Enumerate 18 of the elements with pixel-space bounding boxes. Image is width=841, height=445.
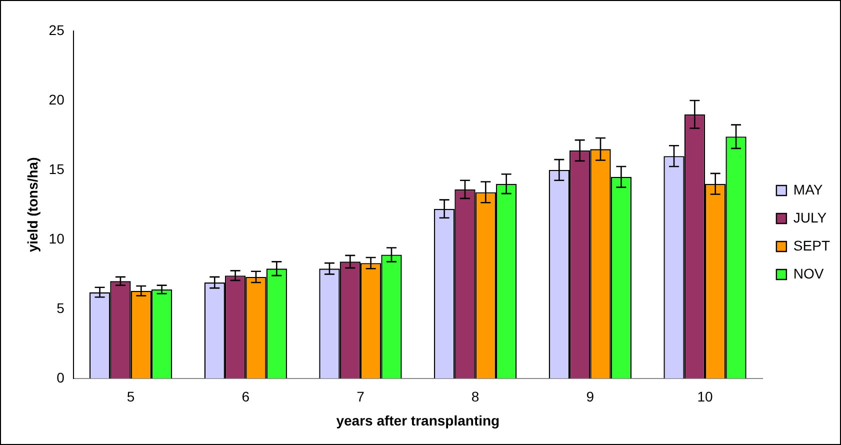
x-tick-label: 10 — [697, 388, 714, 405]
legend-label: SEPT — [793, 237, 830, 254]
x-tick-label: 6 — [242, 388, 250, 405]
x-tick-label: 7 — [356, 388, 365, 405]
x-tick-label: 8 — [471, 388, 480, 405]
x-tick-label: 5 — [126, 388, 135, 405]
x-tick-label: 9 — [586, 388, 594, 405]
legend-label: NOV — [793, 265, 824, 282]
legend-label: JULY — [793, 209, 828, 226]
legend-label: MAY — [793, 181, 824, 198]
x-axis-title: years after transplanting — [336, 412, 500, 428]
y-tick-label: 15 — [48, 160, 65, 177]
y-tick-label: 25 — [48, 22, 65, 38]
y-axis-title: yield (tons/ha) — [24, 157, 40, 252]
y-tick-label: 20 — [48, 91, 65, 108]
y-tick-label: 5 — [56, 300, 65, 316]
y-tick-label: 0 — [56, 369, 65, 386]
y-tick-label: 10 — [48, 230, 65, 246]
